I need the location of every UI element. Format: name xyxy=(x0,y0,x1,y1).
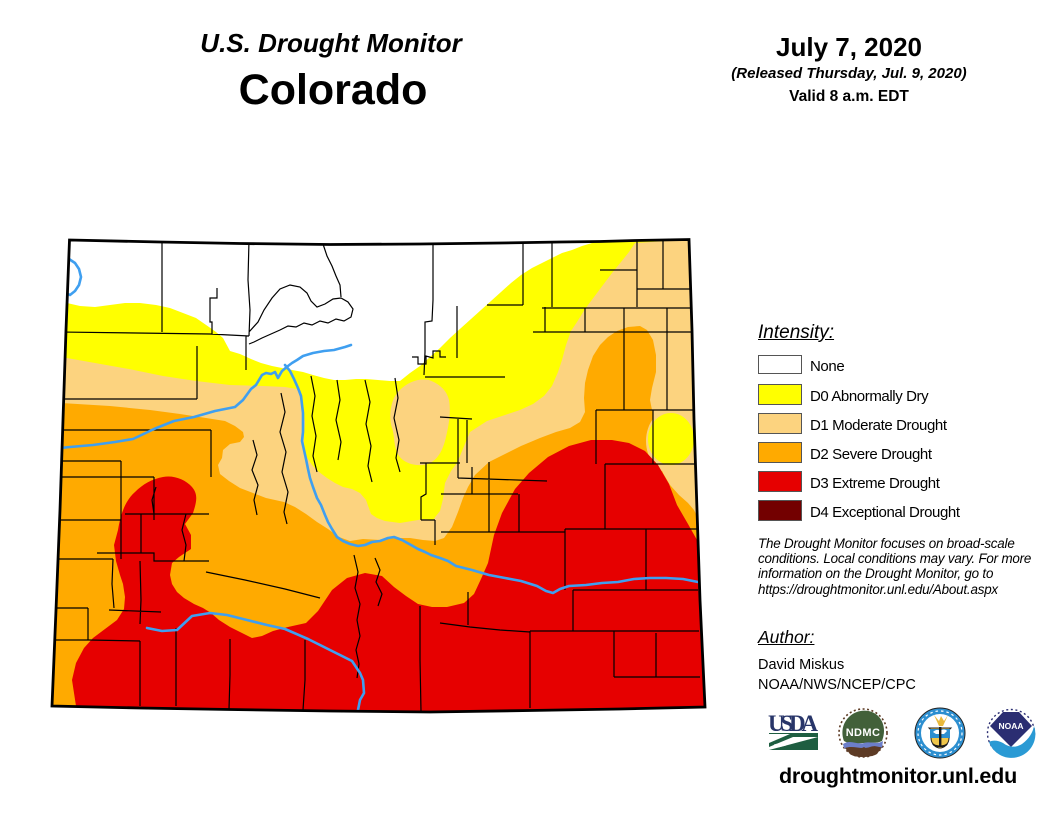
svg-text:NDMC: NDMC xyxy=(846,727,881,739)
svg-text:NOAA: NOAA xyxy=(998,721,1023,731)
svg-text:USDA: USDA xyxy=(768,711,818,736)
